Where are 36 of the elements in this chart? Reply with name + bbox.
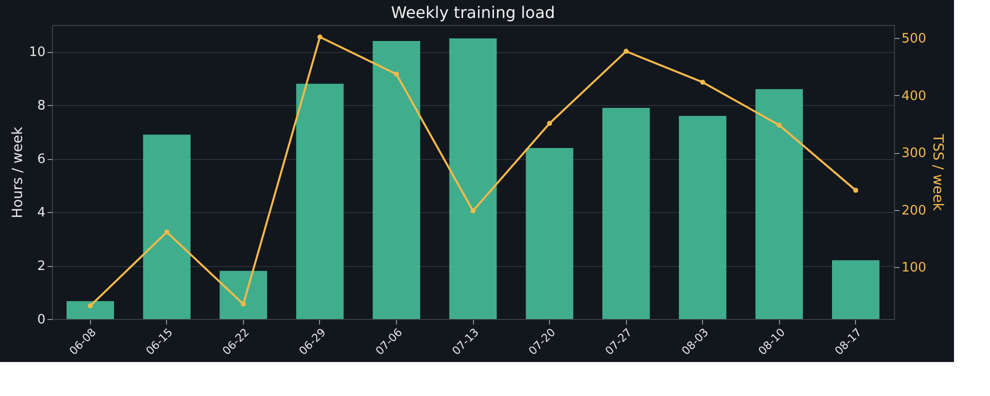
point (88, 303, 93, 308)
y-tick-label: 0 (37, 312, 46, 328)
bar (755, 89, 803, 319)
point (164, 230, 170, 235)
point (853, 188, 858, 193)
bar (296, 84, 344, 319)
bar (832, 260, 880, 319)
point (624, 48, 629, 54)
y2-tick-label: 300 (902, 146, 926, 162)
chart-title: Weekly training load (390, 3, 556, 22)
y2-tick-label: 100 (902, 260, 926, 276)
y-tick-label: 6 (37, 152, 46, 168)
bar (526, 148, 574, 319)
point (700, 80, 706, 85)
y-tick-label: 8 (37, 98, 46, 114)
point (394, 72, 399, 77)
point (317, 34, 322, 40)
y2-tick-label: 200 (902, 203, 926, 218)
bar (66, 301, 114, 319)
bar (220, 270, 268, 319)
bar (143, 134, 191, 319)
y2-tick-label: 500 (902, 32, 926, 47)
y2-axis-title: TSS / week (929, 133, 946, 212)
point (547, 120, 552, 126)
bar (678, 116, 726, 319)
bar (449, 38, 497, 319)
point (776, 122, 782, 128)
bar (372, 41, 420, 319)
y2-tick-label: 400 (902, 88, 926, 104)
y-tick-label: 10 (28, 45, 46, 60)
y-tick-label: 2 (37, 259, 46, 274)
y-axis-title: Hours / week (10, 126, 26, 218)
y-tick-label: 4 (37, 206, 46, 221)
bar (602, 108, 650, 319)
point (240, 302, 246, 307)
point (470, 208, 476, 214)
